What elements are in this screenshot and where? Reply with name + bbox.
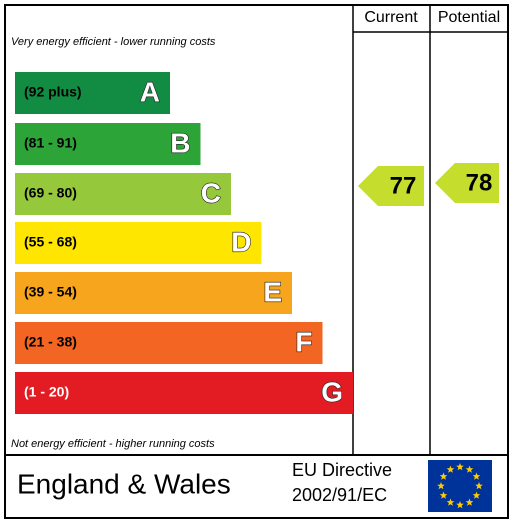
band [15,272,292,314]
band [15,72,170,114]
flag-star [446,498,455,506]
band-letter: C [201,177,221,208]
band-letter: A [140,76,160,107]
band [15,123,201,165]
flag-star [472,472,481,480]
flag-star [456,463,464,471]
band-range: (1 - 20) [24,384,69,400]
flag-star [439,472,448,480]
band-letter: F [295,326,312,357]
flag-star [446,465,455,473]
potential-arrow [435,163,499,203]
flag-star [465,465,474,473]
band [15,372,353,414]
region: England & Wales [17,468,231,499]
band-letter: G [321,376,343,407]
eu-flag [428,460,492,512]
band-range: (69 - 80) [24,185,77,201]
band-range: (81 - 91) [24,135,77,151]
band [15,222,262,264]
directive-line: 2002/91/EC [292,485,387,505]
bottom-note: Not energy efficient - higher running co… [11,438,215,450]
band-range: (21 - 38) [24,334,77,350]
band-letter: B [170,127,190,158]
potential-header: Potential [438,9,500,26]
flag-star [472,491,481,499]
band-letter: D [231,226,251,257]
band-range: (92 plus) [24,84,82,100]
current-arrow [358,166,424,206]
band-range: (55 - 68) [24,234,77,250]
current-value: 77 [390,172,417,199]
flag-star [465,498,474,506]
current-header: Current [364,9,418,26]
band [15,322,323,364]
band-range: (39 - 54) [24,284,77,300]
top-note: Very energy efficient - lower running co… [11,36,216,48]
flag-star [437,482,445,490]
band [15,173,231,215]
flag-star [475,482,483,490]
band-letter: E [263,276,282,307]
flag-star [439,491,448,499]
potential-value: 78 [466,169,493,196]
flag-star [456,501,464,509]
directive-line: EU Directive [292,460,392,480]
